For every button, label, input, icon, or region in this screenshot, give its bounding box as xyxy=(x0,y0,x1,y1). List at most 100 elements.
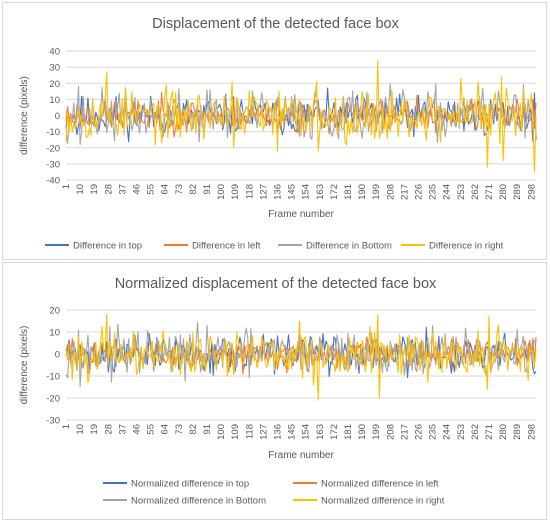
x-tick-label: 289 xyxy=(512,424,523,440)
y-tick-label: -20 xyxy=(46,143,60,154)
x-tick-label: 127 xyxy=(258,184,269,200)
x-tick-label: 19 xyxy=(89,184,100,195)
y-tick-label: -30 xyxy=(46,416,60,427)
x-tick-label: 289 xyxy=(512,184,523,200)
y-tick-label: 20 xyxy=(49,79,60,90)
y-tick-label: 20 xyxy=(49,306,60,317)
legend-label: Normalized difference in left xyxy=(321,479,439,490)
series-line-normalized-difference-in-right xyxy=(65,313,537,401)
x-tick-label: 82 xyxy=(188,184,199,195)
chart-panel-displacement: Displacement of the detected face box 40 3… xyxy=(2,2,547,260)
x-tick-label: 244 xyxy=(442,184,453,200)
x-tick-label: 73 xyxy=(174,184,185,195)
x-tick-label: 145 xyxy=(287,424,298,440)
y-tick-label: 0 xyxy=(55,111,60,122)
x-tick-label: 145 xyxy=(287,184,298,200)
x-tick-label: 298 xyxy=(526,184,537,200)
legend-label: Difference in right xyxy=(429,241,504,252)
y-tick-label: 40 xyxy=(49,47,60,58)
legend-label: Normalized difference in top xyxy=(131,479,249,490)
x-tick-label: 19 xyxy=(89,424,100,435)
x-tick-label: 1 xyxy=(61,184,72,189)
x-tick-label: 262 xyxy=(470,184,481,200)
x-tick-label: 46 xyxy=(132,184,143,195)
x-tick-label: 28 xyxy=(103,424,114,435)
x-tick-label: 10 xyxy=(75,424,86,435)
displacement-chart: Displacement of the detected face box 40 3… xyxy=(19,16,537,252)
y-tick-label: 10 xyxy=(49,328,60,339)
legend-label: Normalized difference in Bottom xyxy=(131,496,266,507)
x-tick-label: 82 xyxy=(188,424,199,435)
x-tick-label: 46 xyxy=(132,424,143,435)
x-tick-label: 109 xyxy=(230,184,241,200)
x-tick-label: 100 xyxy=(216,184,227,200)
legend-label: Difference in top xyxy=(73,241,142,252)
x-tick-label: 181 xyxy=(343,424,354,440)
x-tick-label: 118 xyxy=(244,424,255,439)
x-tick-label: 64 xyxy=(160,184,171,195)
chart-panel-normalized-displacement: Normalized displacement of the detected … xyxy=(2,262,547,520)
x-tick-label: 163 xyxy=(315,424,326,440)
x-tick-label: 37 xyxy=(117,424,128,435)
x-tick-label: 100 xyxy=(216,424,227,440)
series-line-difference-in-right xyxy=(65,60,537,173)
x-tick-label: 55 xyxy=(146,424,157,435)
x-tick-label: 271 xyxy=(484,424,495,440)
x-tick-label: 181 xyxy=(343,184,354,200)
y-axis-label: difference (pixels) xyxy=(19,326,30,405)
x-tick-label: 208 xyxy=(385,424,396,440)
x-tick-label: 91 xyxy=(202,184,213,195)
x-tick-label: 271 xyxy=(484,184,495,200)
x-tick-label: 109 xyxy=(230,424,241,440)
x-axis-label: Frame number xyxy=(268,450,334,461)
legend-label: Difference in Bottom xyxy=(306,241,392,252)
y-tick-label: 0 xyxy=(55,350,60,361)
series-line-difference-in-bottom xyxy=(65,83,537,146)
x-tick-label: 28 xyxy=(103,184,114,195)
y-tick-label: -40 xyxy=(46,176,60,187)
x-tick-label: 280 xyxy=(498,424,509,440)
series-line-normalized-difference-in-bottom xyxy=(65,321,537,388)
x-tick-label: 172 xyxy=(329,184,340,200)
y-tick-label: -10 xyxy=(46,372,60,383)
x-tick-label: 235 xyxy=(428,184,439,200)
x-tick-label: 217 xyxy=(399,424,410,440)
legend-label: Difference in left xyxy=(192,241,261,252)
x-tick-label: 73 xyxy=(174,424,185,435)
x-tick-label: 127 xyxy=(258,424,269,440)
legend-label: Normalized difference in right xyxy=(321,496,445,507)
x-tick-label: 37 xyxy=(117,184,128,195)
y-tick-label: -10 xyxy=(46,127,60,138)
x-tick-label: 136 xyxy=(273,424,284,440)
x-tick-label: 298 xyxy=(526,424,537,440)
y-tick-label: -30 xyxy=(46,159,60,170)
y-tick-label: 30 xyxy=(49,63,60,74)
x-tick-label: 235 xyxy=(428,424,439,440)
x-tick-label: 154 xyxy=(301,424,312,440)
x-tick-label: 262 xyxy=(470,424,481,440)
x-tick-label: 118 xyxy=(244,184,255,199)
x-axis-label: Frame number xyxy=(268,209,334,220)
x-tick-label: 244 xyxy=(442,424,453,440)
x-tick-label: 91 xyxy=(202,424,213,435)
x-tick-label: 199 xyxy=(371,424,382,440)
x-tick-label: 154 xyxy=(301,184,312,200)
y-tick-label: 10 xyxy=(49,95,60,106)
y-axis-label: difference (pixels) xyxy=(19,76,30,155)
x-tick-label: 172 xyxy=(329,424,340,440)
chart-title: Normalized displacement of the detected … xyxy=(115,276,437,292)
x-tick-label: 64 xyxy=(160,424,171,435)
x-tick-label: 190 xyxy=(357,184,368,200)
x-tick-label: 55 xyxy=(146,184,157,195)
series-line-normalized-difference-in-left xyxy=(65,335,537,375)
x-tick-label: 226 xyxy=(414,184,425,200)
x-tick-label: 163 xyxy=(315,184,326,200)
x-tick-label: 190 xyxy=(357,424,368,440)
x-tick-label: 280 xyxy=(498,184,509,200)
x-tick-label: 226 xyxy=(414,424,425,440)
y-tick-label: -20 xyxy=(46,394,60,405)
x-tick-label: 199 xyxy=(371,184,382,200)
x-tick-label: 253 xyxy=(456,424,467,440)
x-tick-label: 217 xyxy=(399,184,410,200)
x-tick-label: 208 xyxy=(385,184,396,200)
